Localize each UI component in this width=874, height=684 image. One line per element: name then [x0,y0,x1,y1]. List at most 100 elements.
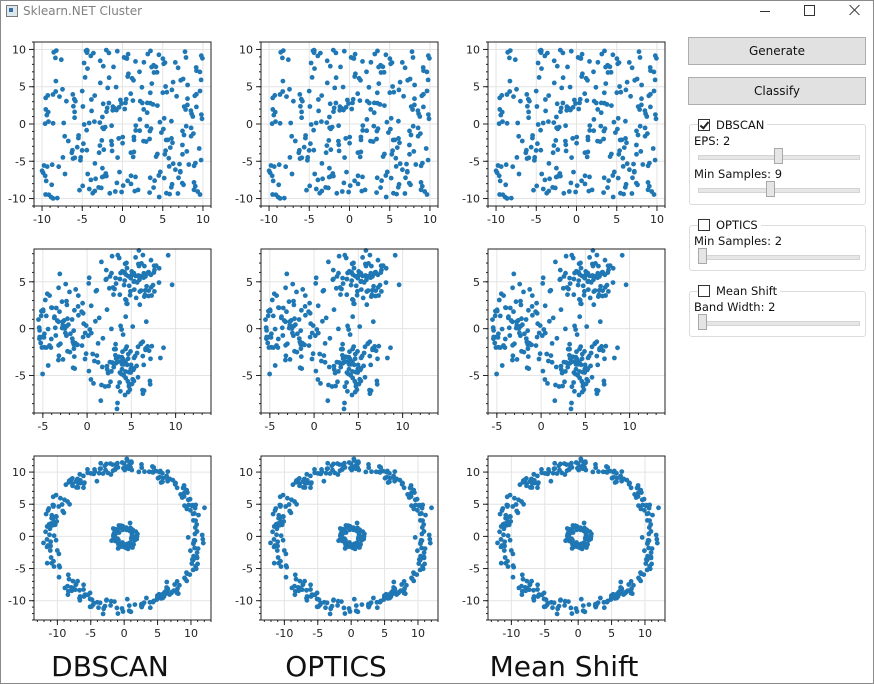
data-point [184,578,190,584]
data-point [624,140,629,146]
optics-checkbox[interactable] [698,219,710,231]
data-point [646,531,652,537]
data-point [119,606,125,611]
data-point [412,82,417,88]
data-point [605,270,611,275]
optics-min-samples-thumb[interactable] [698,248,707,264]
data-point [326,174,332,180]
data-point [114,48,120,54]
y-tick-label: 10 [12,466,26,479]
data-point [426,116,432,122]
data-point [155,151,160,157]
data-point [137,302,143,308]
data-point [524,483,529,489]
classify-button[interactable]: Classify [688,77,866,105]
data-point [198,157,204,163]
data-point [563,138,568,144]
data-point [101,606,107,612]
data-point [149,64,155,70]
data-point [144,123,150,129]
eps-slider[interactable] [698,148,860,166]
data-point [353,283,359,289]
min-samples-slider-thumb[interactable] [765,181,775,197]
eps-slider-thumb[interactable] [773,148,783,164]
data-point [311,127,316,133]
data-point [369,469,374,475]
data-point [77,187,82,193]
data-point [360,123,366,128]
optics-min-samples-slider[interactable] [698,248,860,266]
data-point [573,606,579,611]
data-point [297,476,302,481]
data-point [389,151,395,157]
data-point [554,165,559,171]
data-point [385,596,391,601]
data-point [64,298,69,304]
y-tick-label: 0 [246,118,253,131]
bandwidth-thumb[interactable] [698,314,707,330]
data-point [355,288,360,294]
data-point [123,96,129,102]
data-point [331,598,336,603]
data-point [519,588,525,594]
data-point [576,392,582,398]
data-point [78,478,83,483]
data-point [582,91,588,97]
data-point [529,578,534,584]
data-point [331,307,337,313]
plot-frame [260,455,439,621]
data-point [585,355,591,361]
data-point [560,50,566,56]
data-point [344,276,350,282]
data-point [352,465,358,471]
data-point [124,56,130,61]
data-point [591,302,597,308]
min-samples-slider[interactable] [698,181,860,199]
data-point [313,120,319,126]
data-point [585,270,591,276]
dbscan-checkbox[interactable] [698,119,710,131]
dbscan-checkbox-row[interactable]: DBSCAN [698,118,768,132]
data-point [111,364,117,370]
data-point [574,527,580,533]
data-point [298,328,304,334]
data-point [611,169,617,175]
data-point [132,602,138,607]
data-point [392,252,398,258]
data-point [309,356,315,362]
data-point [539,467,544,472]
data-point [582,275,588,281]
data-point [344,292,350,298]
data-point [407,151,412,157]
data-point [118,523,124,529]
data-point [165,469,171,474]
data-point [602,356,607,362]
data-point [300,582,306,588]
optics-checkbox-row[interactable]: OPTICS [698,218,761,232]
data-point [534,300,539,306]
data-point [188,125,194,131]
minimize-icon[interactable] [746,1,786,21]
y-tick-label: 10 [239,466,253,479]
data-point [144,110,150,116]
meanshift-checkbox[interactable] [698,285,710,297]
data-point [574,140,579,146]
data-point [56,285,61,291]
data-point [142,288,148,293]
data-point [382,151,387,157]
bandwidth-slider[interactable] [698,314,860,332]
label-dbscan: DBSCAN [51,650,169,683]
generate-button[interactable]: Generate [688,37,866,65]
data-point [169,282,175,288]
close-icon[interactable] [834,1,874,21]
y-tick-label: 0 [246,323,253,336]
data-point [557,171,563,176]
meanshift-checkbox-row[interactable]: Mean Shift [698,284,781,298]
data-point [120,332,126,337]
maximize-icon[interactable] [790,1,830,21]
data-point [69,317,75,322]
data-point [294,289,299,295]
data-point [495,163,501,168]
